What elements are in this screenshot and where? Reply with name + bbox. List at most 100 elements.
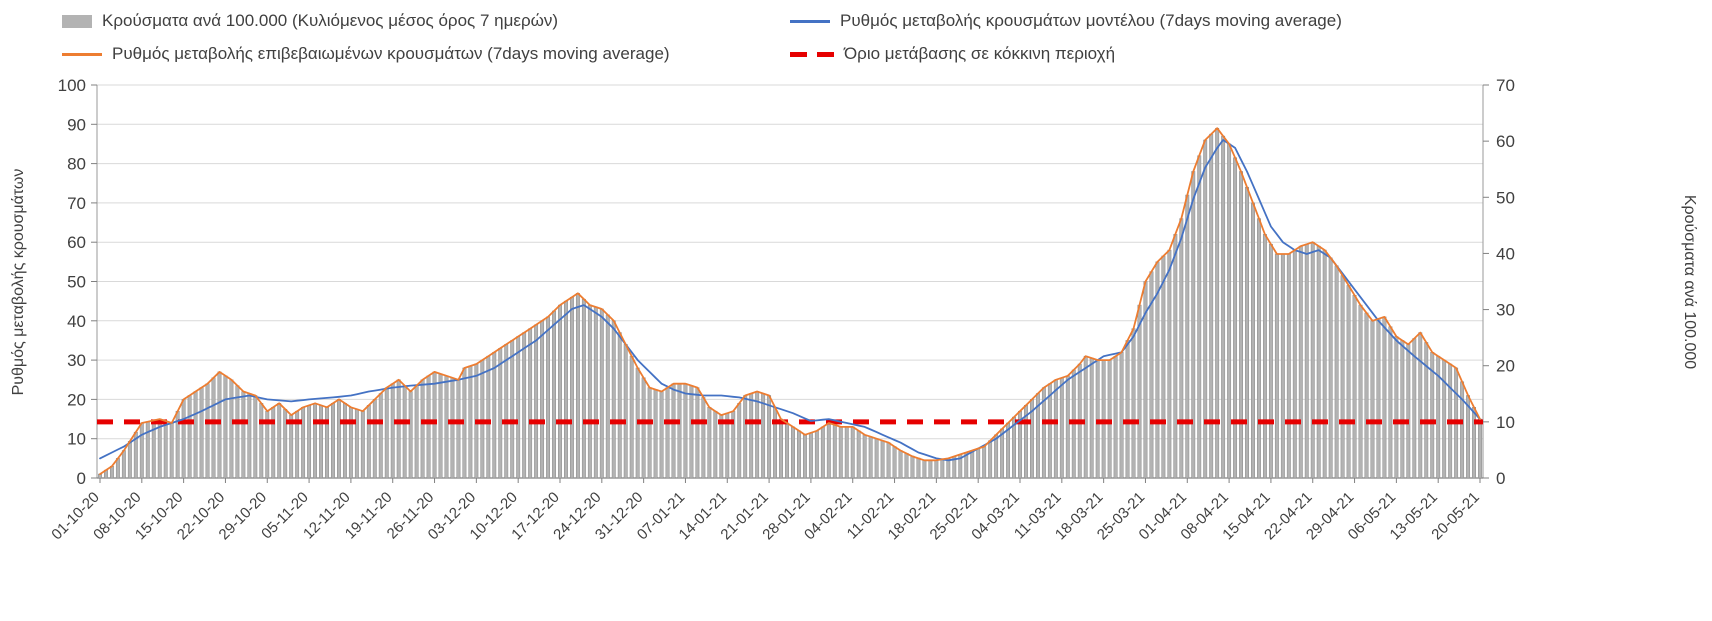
bar [1161,255,1166,479]
bar [127,441,132,479]
right-tick-label: 70 [1496,76,1515,95]
bar [468,365,473,479]
bar [599,308,604,479]
bar [904,453,909,479]
bar [1472,407,1476,479]
bar [163,420,168,479]
legend-item-bars: Κρούσματα ανά 100.000 (Κυλιόμενος μέσος … [62,11,558,31]
bar [1406,344,1411,479]
legend-label-threshold: Όριο μετάβασης σε κόκκινη περιοχή [844,44,1116,63]
bar [169,422,174,479]
bar [808,432,813,479]
right-tick-label: 10 [1496,413,1515,432]
bar [1059,377,1064,479]
bar [384,387,389,479]
right-tick-label: 50 [1496,188,1515,207]
bar [348,407,353,479]
bar [832,424,837,479]
bar [677,383,682,479]
bar [1203,139,1208,479]
bar [1167,249,1172,479]
legend-label-bars: Κρούσματα ανά 100.000 (Κυλιόμενος μέσος … [102,11,559,30]
bar [1298,245,1303,479]
bar [342,403,347,479]
bar [617,332,622,479]
bar [1047,383,1052,479]
bar [1053,379,1058,479]
bar [277,403,282,479]
bar [1239,171,1243,479]
bar [450,377,455,479]
bar [1304,243,1309,479]
bar [874,438,879,479]
legend-item-confirmed: Ρυθμός μεταβολής επιβεβαιωμένων κρουσμάτ… [62,44,670,64]
bar [749,393,754,479]
bar [791,426,795,479]
bar [569,296,574,479]
left-tick-label: 50 [67,273,86,292]
right-tick-label: 0 [1496,469,1505,488]
bar [378,393,383,479]
bar [1268,243,1273,479]
bar [1101,359,1106,479]
bar [217,371,222,479]
bar [1352,295,1357,479]
bar [1364,312,1369,479]
bar [797,430,801,479]
bar [946,458,951,479]
bar [623,344,628,479]
bar [486,355,491,479]
bar [1119,351,1124,479]
bar [1322,249,1327,479]
bar [301,407,306,479]
bar [1274,253,1279,479]
legend-item-threshold: Όριο μετάβασης σε κόκκινη περιοχή [790,44,1115,64]
bar [360,410,365,479]
bar [826,422,831,479]
bar [1197,155,1202,479]
bar [1191,171,1196,479]
bar [438,373,443,479]
bar [534,324,539,479]
bar [522,332,527,479]
bar [516,336,521,479]
left-tick-label: 80 [67,155,86,174]
bar [761,393,766,479]
bar [372,399,377,479]
bar [223,375,228,479]
bar [581,298,586,479]
bar [504,344,509,479]
bar [528,328,533,479]
bar [546,316,550,479]
bar [916,457,921,479]
left-tick-label: 60 [67,233,86,252]
bar [844,426,849,479]
legend-item-model: Ρυθμός μεταβολής κρουσμάτων μοντέλου (7d… [790,11,1342,31]
bar [611,320,616,479]
right-tick-label: 60 [1496,132,1515,151]
bar [856,430,861,479]
bar [1478,418,1482,479]
bar [205,383,210,479]
bar [689,385,694,479]
bar [313,403,318,479]
bar [253,395,258,479]
bar [898,450,903,479]
bar [892,446,897,479]
bar [880,440,885,479]
confirmed-line-icon [62,52,102,56]
bar [337,399,341,479]
bar [1215,127,1220,479]
bar [695,387,700,479]
bar [1286,253,1291,479]
bar [1412,338,1417,479]
right-tick-label: 40 [1496,244,1515,263]
bar [366,405,371,479]
legend-label-model: Ρυθμός μεταβολής κρουσμάτων μοντέλου (7d… [840,11,1342,30]
bar [456,379,461,479]
left-tick-label: 40 [67,312,86,331]
bar [1292,249,1297,479]
bar [653,389,658,479]
bar [1370,320,1375,479]
